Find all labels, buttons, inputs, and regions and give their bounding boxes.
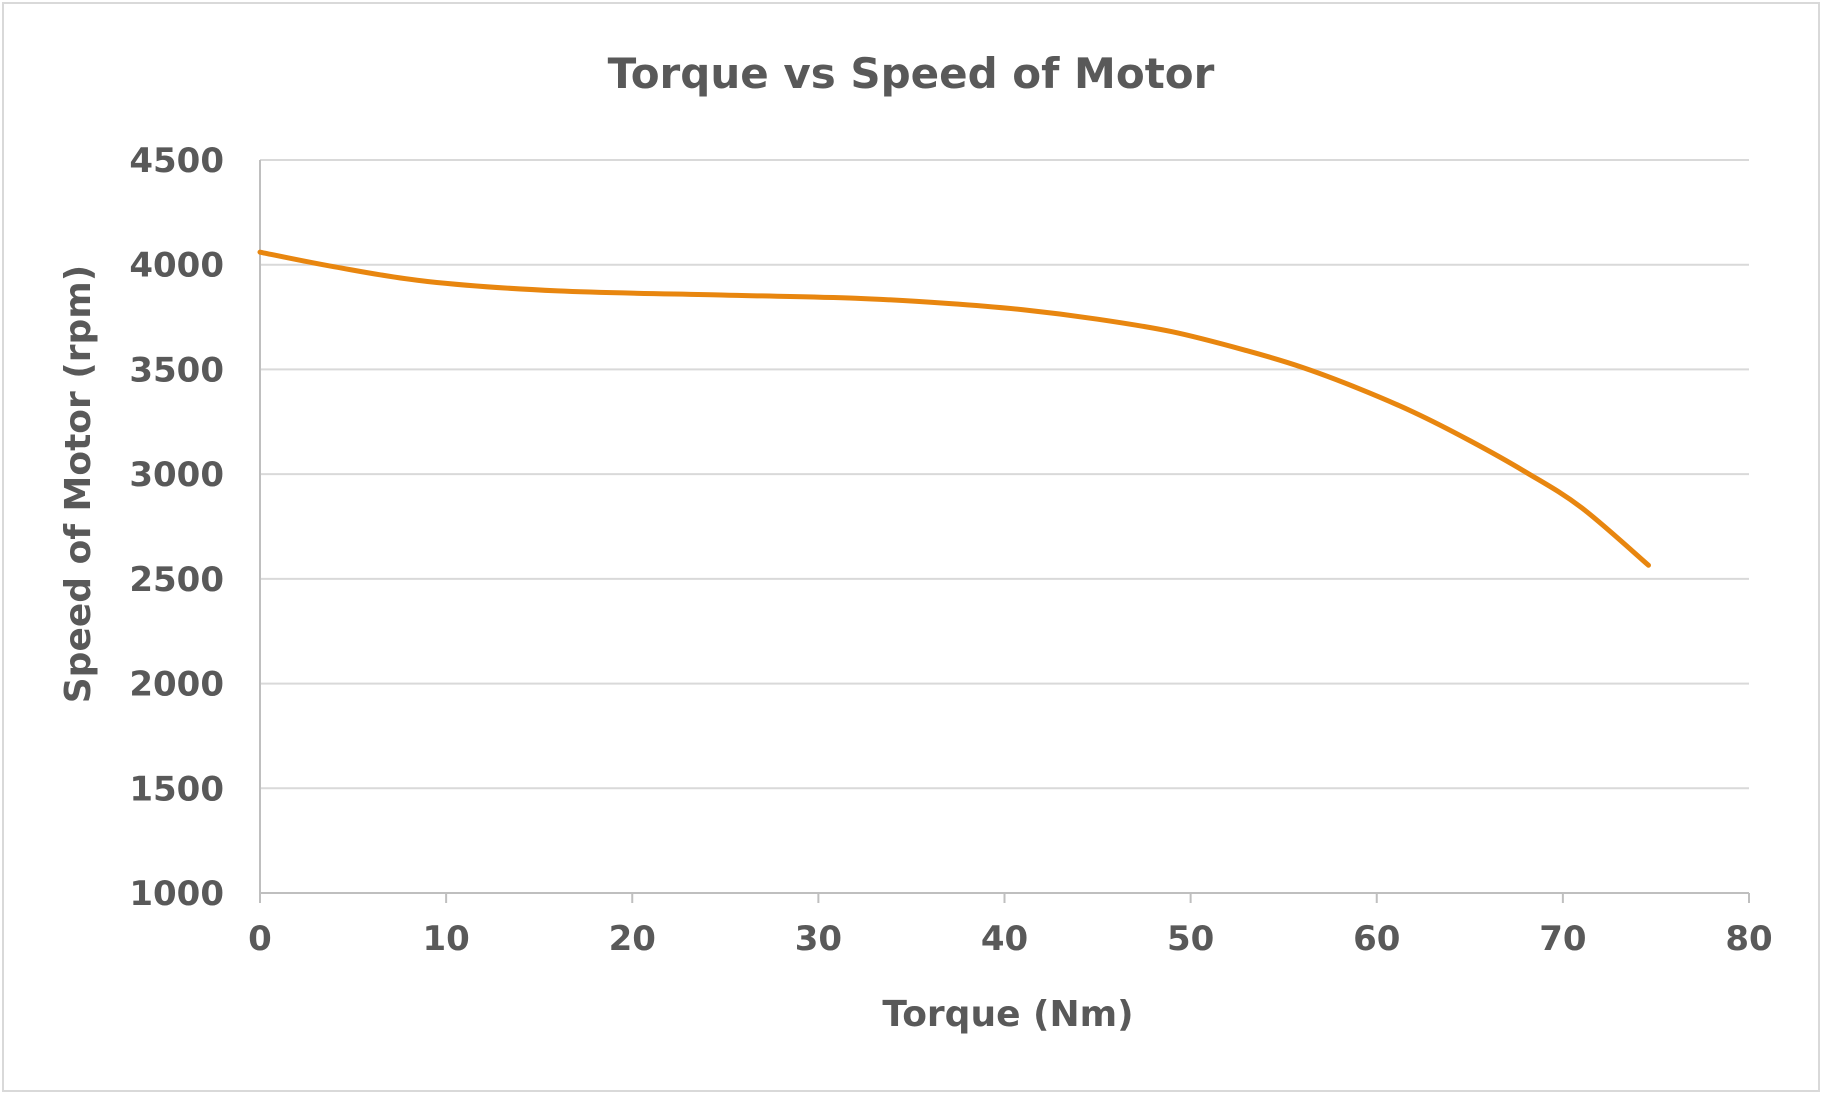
x-tick-labels: 0 10 20 30 40 50 60 70 80 (248, 919, 1773, 959)
x-tick-label: 60 (1353, 919, 1400, 959)
chart-title: Torque vs Speed of Motor (608, 49, 1215, 98)
y-tick-label: 2500 (129, 560, 224, 600)
y-tick-label: 4500 (129, 141, 224, 181)
x-tick-label: 80 (1725, 919, 1772, 959)
y-tick-label: 3500 (129, 350, 224, 390)
x-tick-label: 0 (248, 919, 272, 959)
series-line (257, 249, 1651, 568)
y-tick-label: 4000 (129, 246, 224, 286)
x-tick-label: 40 (981, 919, 1028, 959)
grid-lines (260, 159, 1749, 790)
y-tick-label: 1500 (129, 769, 224, 809)
x-tick-label: 30 (795, 919, 842, 959)
x-tick-label: 20 (609, 919, 656, 959)
x-tick-label: 10 (422, 919, 469, 959)
y-tick-label: 3000 (129, 455, 224, 495)
y-tick-labels: 1000 1500 2000 2500 3000 3500 4000 4500 (129, 141, 224, 914)
x-tick-label: 50 (1167, 919, 1214, 959)
axes (259, 160, 1750, 903)
y-tick-label: 2000 (129, 665, 224, 705)
x-axis-title: Torque (Nm) (882, 994, 1133, 1035)
y-tick-label: 1000 (129, 874, 224, 914)
y-axis-title: Speed of Motor (rpm) (58, 265, 99, 704)
x-tick-label: 70 (1539, 919, 1586, 959)
chart-svg: Torque vs Speed of Motor 1000 1500 2000 250… (58, 49, 1773, 1035)
series-layer (257, 249, 1651, 568)
